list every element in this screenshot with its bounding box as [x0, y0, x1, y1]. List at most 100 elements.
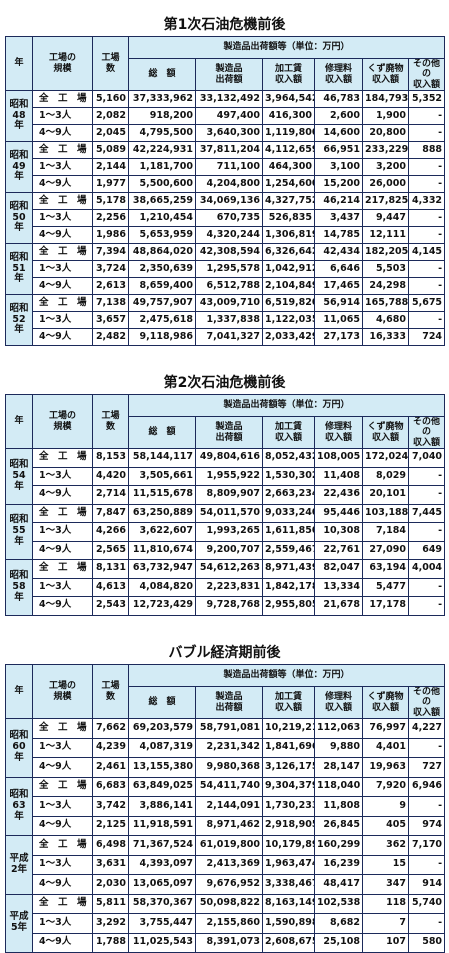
cell: 27,173: [314, 328, 363, 347]
cell: 464,300: [262, 158, 315, 177]
data-row: 4～9人 1,986 5,653,959 4,320,244 1,306,819 14,7…: [6, 226, 446, 245]
data-row: 1～3人 3,657 2,475,618 1,337,838 1,122,035 11,0…: [6, 311, 446, 330]
data-row: 4～9人 2,714 11,515,678 8,809,907 2,663,234 22,…: [6, 485, 446, 505]
cell: 7: [362, 913, 409, 934]
year-cell: 昭和 49年: [5, 141, 33, 194]
cell: 13,334: [314, 577, 363, 598]
cell: 1,119,800: [262, 124, 315, 143]
cell: 16,239: [314, 854, 363, 876]
cell: 34,069,136: [195, 192, 263, 211]
cell: 3,742: [92, 796, 129, 817]
cell: 3,200: [362, 158, 409, 177]
cell: 107: [362, 932, 409, 953]
cell: 66,951: [314, 141, 363, 160]
cell: 405: [362, 815, 409, 837]
year-cell: 平成 2年: [5, 835, 33, 895]
cell: 9,980,368: [195, 757, 263, 778]
cell: 1,611,850: [262, 522, 315, 542]
cell: 3,126,175: [262, 757, 315, 778]
data-row: 平成 5年全 工 場 5,811 58,370,367 50,098,822 8,163…: [5, 893, 446, 953]
cell: 4,145: [407, 243, 446, 262]
header-row: 年工場の 規模 工場 数製造品出荷額等（単位：万円）: [5, 393, 446, 450]
cell: 4,327,752: [262, 192, 315, 211]
cell: 10,219,211: [262, 718, 315, 739]
cell: 63,250,889: [128, 503, 196, 524]
cell: 2,482: [92, 328, 129, 347]
cell: 4,087,319: [128, 737, 196, 759]
cell: 3,437: [314, 209, 363, 228]
section-title: 第2次石油危機前後: [163, 375, 286, 391]
row-label: 4～9人: [32, 815, 93, 837]
cell: 1,306,819: [262, 226, 315, 245]
header-cell: 年: [5, 393, 33, 450]
cell: 2,565: [92, 540, 129, 561]
cell: 1,788: [92, 932, 129, 953]
cell: 888: [407, 141, 446, 160]
data-row: 4～9人 2,125 11,918,591 8,971,462 2,918,905 26,…: [6, 815, 446, 837]
cell: 43,009,710: [195, 294, 263, 313]
cell: 2,543: [92, 596, 129, 616]
cell: 11,515,678: [128, 485, 196, 505]
cell: 8,163,149: [262, 893, 315, 915]
cell: 16,333: [362, 328, 409, 347]
cell: 9,880: [314, 737, 363, 759]
cell: -: [407, 311, 446, 330]
cell: 6,326,642: [262, 243, 315, 262]
cell: 42,434: [314, 243, 363, 262]
header-cell: 総 額: [128, 57, 196, 92]
cell: 2,350,639: [128, 260, 196, 279]
cell: 1,122,035: [262, 311, 315, 330]
cell: 2,144: [92, 158, 129, 177]
data-row: 1～3人 2,082 918,200 497,400 416,300 2,600 1,900…: [6, 107, 446, 126]
cell: 49,804,616: [195, 448, 263, 468]
cell: 17,178: [362, 596, 409, 616]
header-cell: くず廃物 収入額: [362, 415, 409, 450]
cell: 69,203,579: [128, 718, 196, 739]
cell: 49,757,907: [128, 294, 196, 313]
data-row: 4～9人 2,482 9,118,986 7,041,327 2,033,429 27,1…: [6, 328, 446, 347]
header-row: 年工場の 規模 工場 数製造品出荷額等（単位：万円）: [5, 35, 446, 92]
cell: 724: [407, 328, 446, 347]
row-label: 全 工 場: [32, 90, 93, 109]
cell: 4,227: [407, 718, 446, 739]
header-cell: 工場の 規模: [32, 393, 93, 450]
cell: 2,045: [92, 124, 129, 143]
data-row: 4～9人 2,030 13,065,097 9,676,952 3,338,467 48,…: [6, 874, 446, 895]
cell: 5,477: [362, 577, 409, 598]
cell: 10,179,893: [262, 835, 315, 856]
cell: 3,100: [314, 158, 363, 177]
data-row: 1～3人 3,742 3,886,141 2,144,091 1,730,233 11,8…: [6, 796, 446, 817]
header-cell: 加工賃 収入額: [262, 415, 315, 450]
row-label: 全 工 場: [32, 776, 93, 798]
cell: 82,047: [314, 559, 363, 579]
year-cell: 昭和 55年: [5, 503, 33, 561]
cell: 918,200: [128, 107, 196, 126]
section: 第2次石油危機前後年工場の 規模 工場 数製造品出荷額等（単位：万円）総 額製造品…: [5, 372, 446, 616]
year-cell: 昭和 52年: [5, 294, 33, 347]
cell: -: [407, 158, 446, 177]
header-cell: 総 額: [128, 685, 196, 720]
cell: 42,308,594: [195, 243, 263, 262]
header-cell: 製造品出荷額等（単位：万円）: [127, 394, 446, 417]
cell: 4,680: [362, 311, 409, 330]
cell: 8,029: [362, 466, 409, 487]
cell: 48,864,020: [128, 243, 196, 262]
row-label: 1～3人: [32, 107, 93, 126]
data-row: 昭和 51年全 工 場 7,394 48,864,020 42,308,594 6,32…: [5, 243, 446, 296]
cell: -: [407, 209, 446, 228]
cell: 416,300: [262, 107, 315, 126]
row-label: 1～3人: [32, 737, 93, 759]
cell: 347: [362, 874, 409, 895]
cell: 4,393,097: [128, 854, 196, 876]
cell: 2,663,234: [262, 485, 315, 505]
cell: 2,256: [92, 209, 129, 228]
row-label: 1～3人: [32, 796, 93, 817]
cell: 3,724: [92, 260, 129, 279]
cell: 11,810,674: [128, 540, 196, 561]
cell: 1,993,265: [195, 522, 263, 542]
data-row: 昭和 63年全 工 場 6,683 63,849,025 54,411,740 9,30…: [5, 776, 446, 837]
data-row: 4～9人 2,461 13,155,380 9,980,368 3,126,175 28,…: [6, 757, 446, 778]
data-row: 昭和 60年全 工 場 7,662 69,203,579 58,791,081 10,2…: [5, 718, 446, 778]
cell: 8,391,073: [195, 932, 263, 953]
row-label: 4～9人: [32, 540, 93, 561]
